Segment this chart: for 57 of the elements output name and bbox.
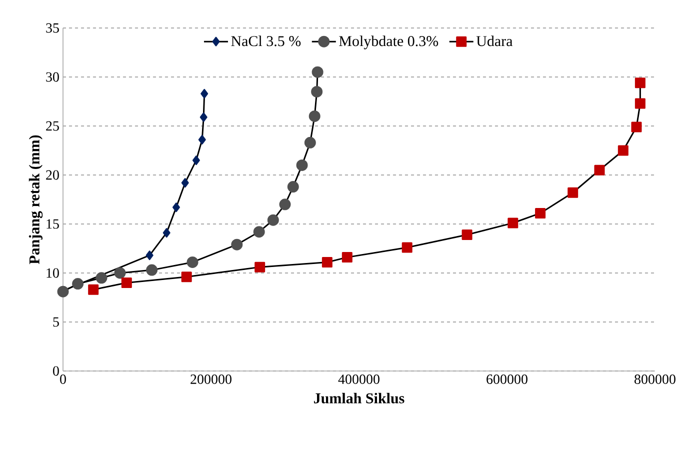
legend-label: Udara <box>476 36 513 46</box>
point <box>631 122 642 132</box>
point <box>568 187 578 198</box>
point <box>231 238 243 250</box>
point <box>402 242 412 253</box>
point <box>162 228 170 238</box>
point <box>198 134 206 144</box>
point <box>322 256 332 268</box>
point <box>192 156 200 166</box>
legend-label: Molybdate 0.3% <box>339 36 438 50</box>
x-tick-label: 800000 <box>634 374 676 384</box>
point <box>96 272 108 284</box>
point <box>267 214 279 226</box>
point <box>312 66 324 78</box>
point <box>200 88 208 98</box>
y-tick-label: 20 <box>46 170 59 180</box>
point <box>146 250 154 260</box>
x-tick-label: 400000 <box>338 374 380 384</box>
point <box>311 86 323 98</box>
point <box>253 226 265 238</box>
legend-label: NaCl 3.5 % <box>231 36 301 46</box>
x-tick-label: 600000 <box>486 374 528 384</box>
y-tick-label: 15 <box>46 219 59 229</box>
point <box>72 278 84 290</box>
x-axis-title: Jumlah Siklus <box>314 392 404 404</box>
point <box>172 202 180 212</box>
point <box>287 181 299 192</box>
point <box>634 78 646 88</box>
y-axis-title: Panjang retak (mm) <box>28 135 43 264</box>
point <box>186 256 198 268</box>
point <box>254 262 266 272</box>
point <box>634 98 646 109</box>
y-tick-label: 30 <box>46 72 59 82</box>
point <box>279 198 291 210</box>
point <box>121 278 132 288</box>
point <box>181 272 192 282</box>
y-tick-label: 10 <box>46 268 59 278</box>
y-tick-label: 0 <box>53 366 59 376</box>
x-tick-label: 0 <box>60 374 66 384</box>
point <box>114 267 126 279</box>
y-tick-label: 5 <box>53 317 59 327</box>
point <box>342 252 352 263</box>
point <box>594 164 605 176</box>
point <box>304 136 316 148</box>
point <box>296 159 308 171</box>
point <box>200 112 208 122</box>
point <box>462 230 472 240</box>
point <box>181 178 189 188</box>
y-tick-label: 35 <box>46 23 59 33</box>
point <box>508 218 518 228</box>
point <box>618 145 628 156</box>
point <box>535 208 546 218</box>
point <box>308 110 320 122</box>
point <box>146 264 158 276</box>
x-tick-label: 200000 <box>190 374 232 384</box>
point <box>88 284 99 295</box>
y-tick-label: 25 <box>46 121 59 131</box>
